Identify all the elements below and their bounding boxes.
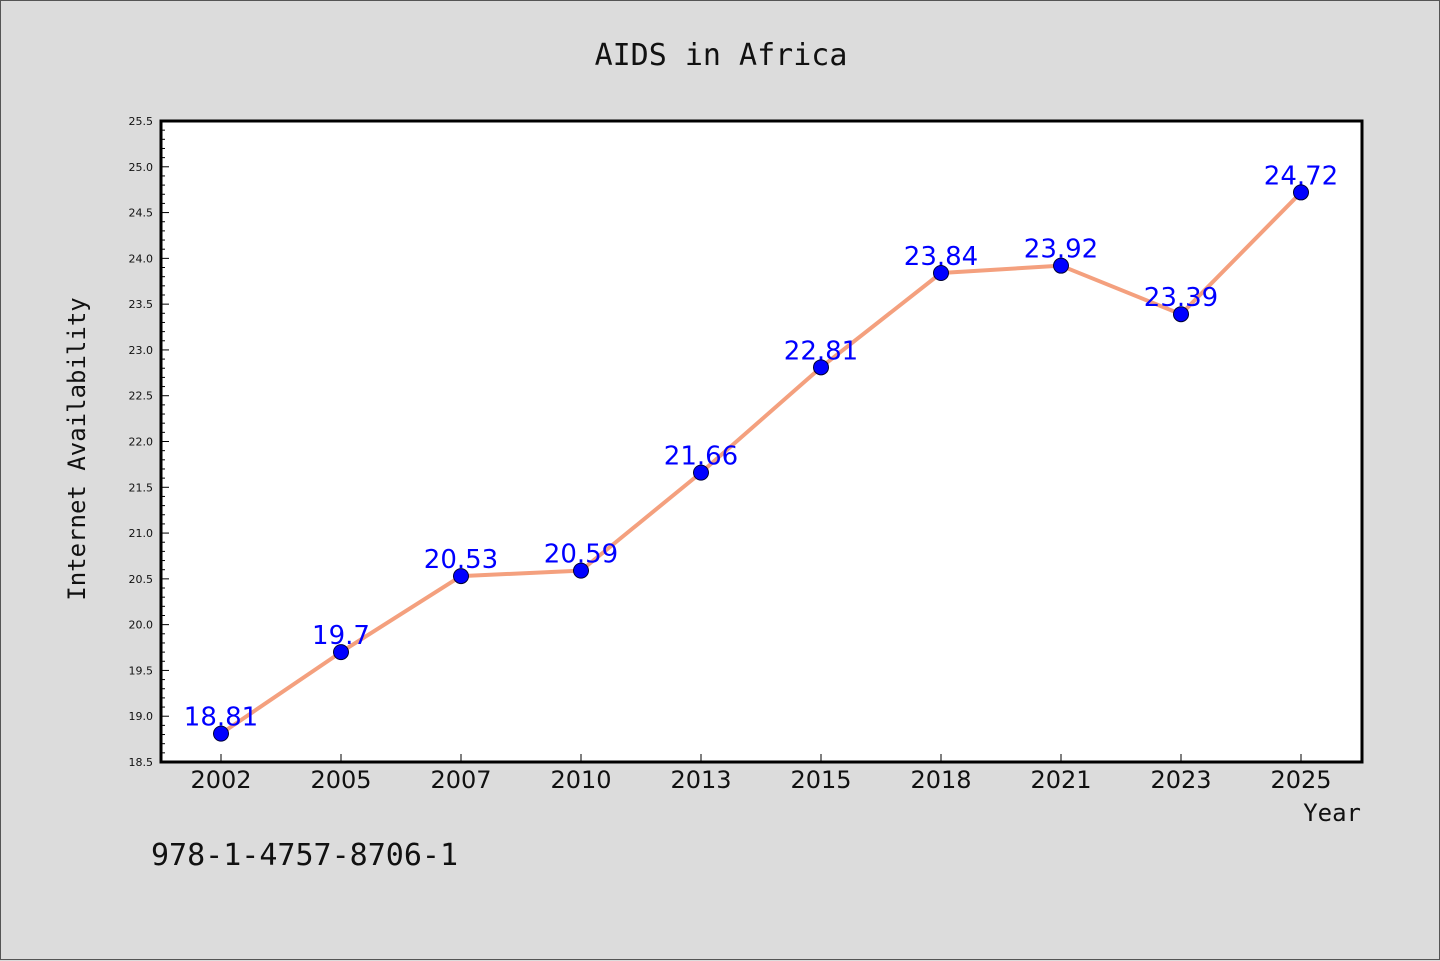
x-tick-label: 2007 (430, 766, 491, 794)
isbn-text: 978-1-4757-8706-1 (151, 838, 458, 873)
y-tick-label: 22.0 (129, 436, 154, 449)
data-label: 23.92 (1024, 235, 1098, 265)
y-tick-label: 20.0 (129, 619, 154, 632)
y-tick-label: 20.5 (129, 573, 154, 586)
chart-title: AIDS in Africa (595, 38, 848, 73)
data-point (453, 568, 469, 585)
y-tick-label: 23.0 (129, 344, 154, 357)
y-tick-label: 19.0 (129, 710, 154, 723)
data-point (693, 464, 709, 481)
data-label: 23.84 (904, 242, 978, 272)
x-tick-label: 2005 (310, 766, 371, 794)
data-label: 18.81 (184, 703, 258, 733)
data-label: 23.39 (1144, 283, 1218, 313)
x-tick-label: 2018 (910, 766, 971, 794)
data-point (933, 265, 949, 282)
data-label: 20.53 (424, 545, 498, 575)
data-point (573, 562, 589, 579)
x-tick-label: 2002 (190, 766, 251, 794)
series-line (219, 191, 1303, 736)
x-tick-label: 2023 (1150, 766, 1211, 794)
y-tick-label: 24.0 (129, 252, 154, 265)
x-tick-label: 2015 (790, 766, 851, 794)
data-label: 19.7 (312, 621, 370, 651)
y-tick-label: 19.5 (129, 664, 154, 677)
data-labels: 18.81 19.7 20.53 20.59 21.66 22.81 23.84 23.92 2… (184, 161, 1338, 732)
data-point (213, 725, 229, 742)
plot-area (159, 119, 1364, 764)
y-tick-label: 24.5 (129, 207, 154, 220)
y-tick-label: 25.5 (129, 115, 154, 128)
data-point (333, 644, 349, 661)
x-tick-label: 2010 (550, 766, 611, 794)
y-axis-label: Internet Availability (63, 297, 91, 600)
y-tick-label: 18.5 (129, 756, 154, 769)
y-axis-ticks: 18.5 19.0 19.5 20.0 20.5 21.0 21.5 22.0 22.5 23.0… (129, 115, 169, 769)
data-label: 22.81 (784, 336, 858, 366)
data-point (813, 359, 829, 376)
x-tick-label: 2013 (670, 766, 731, 794)
x-tick-label: 2021 (1030, 766, 1091, 794)
data-label: 20.59 (544, 540, 618, 570)
y-tick-label: 23.5 (129, 298, 154, 311)
y-tick-label: 21.0 (129, 527, 154, 540)
y-tick-label: 25.0 (129, 161, 154, 174)
x-tick-label: 2025 (1270, 766, 1331, 794)
data-label: 21.66 (664, 442, 738, 472)
data-point (1053, 257, 1069, 274)
y-tick-label: 22.5 (129, 390, 154, 403)
data-label: 24.72 (1264, 161, 1338, 191)
data-point (1173, 306, 1189, 323)
x-axis-label: Year (1303, 799, 1361, 827)
data-point (1293, 184, 1309, 201)
x-axis-ticks: 2002 2005 2007 2010 2013 2015 2018 2021 2023 2025 (190, 754, 1332, 794)
data-markers (213, 184, 1309, 742)
y-tick-label: 21.5 (129, 481, 154, 494)
